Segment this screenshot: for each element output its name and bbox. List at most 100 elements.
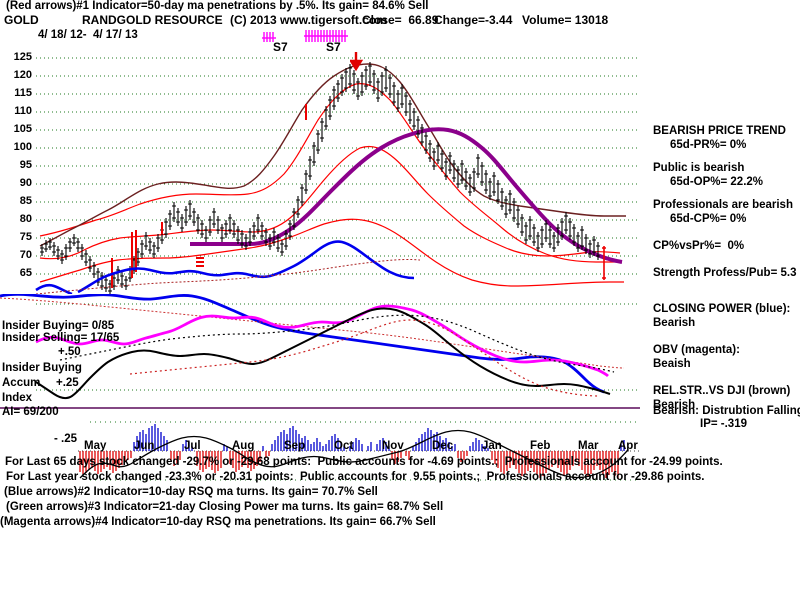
plus-25-label: +.25 <box>56 377 79 389</box>
red-signal-marks <box>111 104 307 288</box>
spacer-6 <box>653 293 800 302</box>
distribution-status: Bearish: Distrubtion Falling <box>653 405 800 417</box>
professional-sentiment-value: 65d-CP%= 0% <box>670 213 747 225</box>
y-tick-120: 120 <box>13 69 32 81</box>
note-indicator-2: (Blue arrows)#2 Indicator=10-day RSQ ma … <box>4 486 378 498</box>
public-sentiment-value: 65d-OP%= 22.2% <box>670 176 764 188</box>
close-price-label: Close= 66.89 <box>362 13 439 27</box>
public-sentiment-title: Public is bearish <box>653 162 745 174</box>
note-indicator-4: (Magenta arrows)#4 Indicator=10-day RSQ … <box>0 516 436 528</box>
obv-line <box>35 304 609 378</box>
cp-dotted-guide <box>0 297 625 369</box>
indicator-1-headline: (Red arrows)#1 Indicator=50-day ma penet… <box>6 0 429 12</box>
copyright-label: (C) 2013 www.tigersoft.com <box>230 13 387 27</box>
change-label: Change=-3.44 <box>434 13 513 27</box>
obv-title: OBV (magenta): <box>653 344 740 356</box>
y-tick-100: 100 <box>13 141 32 153</box>
band-lower <box>39 218 624 287</box>
sell-arrow-annotations <box>262 30 348 42</box>
sell-label-right: S7 <box>326 40 341 54</box>
spacer-1 <box>653 152 800 161</box>
ibai-positive-bars <box>133 424 625 451</box>
ibai-gridlines <box>90 421 640 481</box>
x-tick-oct: Oct <box>334 440 354 452</box>
power-pane[interactable] <box>0 294 640 404</box>
sell-label-left: S7 <box>273 40 288 54</box>
rsq-ma-dotted <box>59 314 615 373</box>
closing-power-line <box>35 240 415 294</box>
date-range-label: 4/ 18/ 12- 4/ 17/ 13 <box>38 29 138 41</box>
relstr-rsq-line <box>35 307 611 400</box>
strength-profess-pub-value: Strength Profess/Pub= 5.3 <box>653 267 797 279</box>
x-tick-nov: Nov <box>382 440 404 452</box>
note-last-year: For Last year stock changed -23.3% or -2… <box>6 471 705 483</box>
y-tick-115: 115 <box>14 87 32 99</box>
cp-vs-pr-value: CP%vsPr%= 0% <box>653 240 745 252</box>
y-tick-70: 70 <box>19 249 32 261</box>
x-tick-mar: Mar <box>578 440 599 452</box>
mid-gridlines <box>36 303 640 391</box>
spacer-8 <box>653 371 800 384</box>
insider-buying-count-label: Insider Buying= 0/85 <box>2 320 115 332</box>
spacer-7 <box>653 330 800 343</box>
closing-power-line-cont <box>0 294 605 394</box>
minus-25-label: - .25 <box>54 433 78 445</box>
price-bars <box>40 62 600 294</box>
y-tick-90: 90 <box>19 177 32 189</box>
closing-power-title: CLOSING POWER (blue): <box>653 303 791 315</box>
spacer-2 <box>653 189 800 198</box>
x-tick-apr: Apr <box>618 440 638 452</box>
y-tick-110: 110 <box>14 105 32 117</box>
professional-sentiment-title: Professionals are bearish <box>653 199 793 211</box>
y-tick-125: 125 <box>13 51 32 63</box>
quote-header-row: GOLD RANDGOLD RESOURCE (C) 2013 www.tigers… <box>4 13 609 27</box>
red-down-arrow-icon <box>350 52 364 72</box>
y-tick-65: 65 <box>19 267 32 279</box>
note-65-days: For Last 65 days stock changed -29.7% or… <box>5 456 723 468</box>
x-tick-jun: Jun <box>134 440 155 452</box>
price-trend-value: 65d-PR%= 0% <box>670 139 747 151</box>
company-name-label: RANDGOLD RESOURCE <box>82 13 223 27</box>
band-upper <box>39 83 622 263</box>
x-tick-dec: Dec <box>432 440 454 452</box>
ip-value: IP= -.319 <box>700 418 747 430</box>
x-tick-jul: Jul <box>184 440 201 452</box>
y-tick-85: 85 <box>19 195 32 207</box>
x-tick-feb: Feb <box>530 440 551 452</box>
last-bar-red <box>602 246 606 280</box>
magenta-arrow-cluster-right <box>304 30 348 42</box>
insider-accum-index-pane[interactable] <box>0 404 640 488</box>
relstr-status: Bearish <box>653 399 696 411</box>
relstr-dotted-red <box>129 319 601 397</box>
y-tick-95: 95 <box>19 159 32 171</box>
insider-buying-title: Insider Buying <box>2 362 82 374</box>
closing-power-status: Bearish <box>653 317 696 329</box>
symbol-label: GOLD <box>4 13 39 27</box>
analysis-info-panel: BEARISH PRICE TREND 65d-PR%= 0% Public i… <box>653 124 800 412</box>
magenta-arrow-cluster-left <box>262 32 276 42</box>
x-tick-sep: Sep <box>284 440 306 452</box>
x-tick-jan: Jan <box>482 440 502 452</box>
volume-label: Volume= 13018 <box>522 13 609 27</box>
obv-status: Beaish <box>653 358 691 370</box>
y-tick-105: 105 <box>13 123 32 135</box>
insider-index-label: Index <box>2 392 33 404</box>
cp-reference-dotted <box>35 258 421 294</box>
chart-plot-area[interactable] <box>0 44 640 481</box>
note-indicator-3: (Green arrows)#3 Indicator=21-day Closin… <box>6 501 444 513</box>
plus-50-label: +.50 <box>58 346 81 358</box>
insider-ai-value: AI= 69/200 <box>2 406 59 418</box>
relstr-line <box>39 63 626 247</box>
ibai-overlay-line <box>79 429 629 479</box>
price-trend-title: BEARISH PRICE TREND <box>653 125 786 137</box>
spacer-3 <box>653 226 800 239</box>
spacer-5 <box>653 280 800 293</box>
insider-selling-count-label: Insider Selling= 17/65 <box>2 332 120 344</box>
price-pane[interactable] <box>0 44 640 294</box>
x-tick-aug: Aug <box>232 440 255 452</box>
bottom-notes-block: For Last 65 days stock changed -29.7% or… <box>0 455 800 530</box>
x-tick-may: May <box>84 440 107 452</box>
ma50-line <box>190 127 623 264</box>
y-tick-75: 75 <box>19 231 32 243</box>
relstr-title: REL.STR..VS DJI (brown) <box>653 385 791 397</box>
